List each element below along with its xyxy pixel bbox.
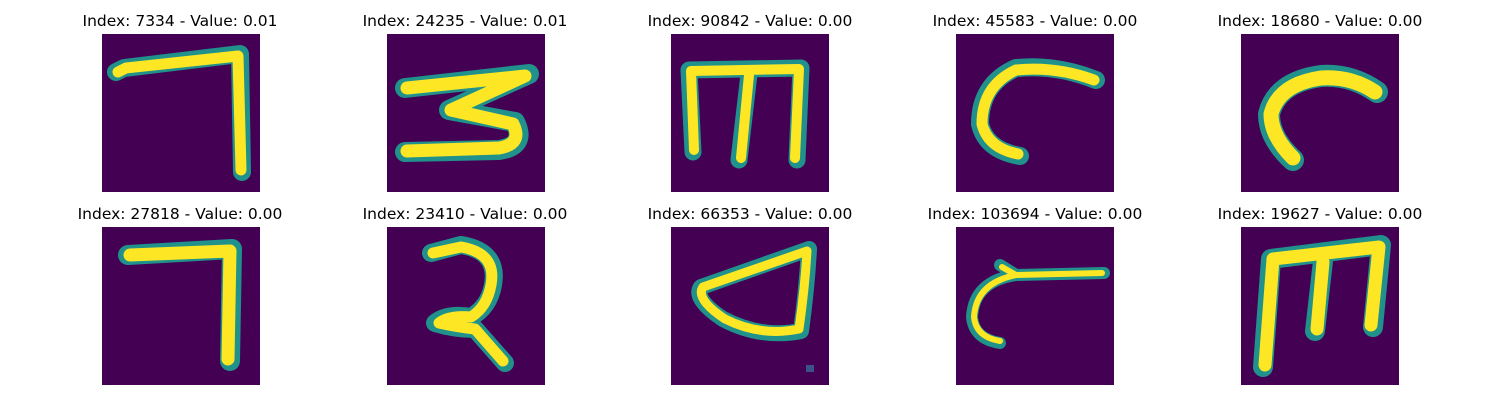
digit-image-8	[671, 227, 829, 385]
glyph-seven	[102, 34, 260, 192]
glyph-c-tail	[956, 227, 1114, 385]
pixel-dot	[806, 365, 814, 372]
glyph-two	[387, 227, 545, 385]
panel-title-4: Index: 45583 - Value: 0.00	[932, 12, 1138, 30]
glyph-seven-b	[102, 227, 260, 385]
panel-title-5: Index: 18680 - Value: 0.00	[1217, 12, 1423, 30]
digit-image-3	[671, 34, 829, 192]
digit-image-4	[956, 34, 1114, 192]
digit-image-6	[102, 227, 260, 385]
digit-image-7	[387, 227, 545, 385]
panel-title-3: Index: 90842 - Value: 0.00	[647, 12, 853, 30]
glyph-m-bold	[1241, 227, 1399, 385]
glyph-m	[671, 34, 829, 192]
digit-image-9	[956, 227, 1114, 385]
panel-title-10: Index: 19627 - Value: 0.00	[1217, 205, 1423, 223]
panel-title-8: Index: 66353 - Value: 0.00	[647, 205, 853, 223]
panel-title-6: Index: 27818 - Value: 0.00	[77, 205, 283, 223]
digit-image-1	[102, 34, 260, 192]
panel-title-7: Index: 23410 - Value: 0.00	[362, 205, 568, 223]
glyph-c-open	[956, 34, 1114, 192]
panel-title-1: Index: 7334 - Value: 0.01	[82, 12, 278, 30]
digit-image-2	[387, 34, 545, 192]
glyph-d	[671, 227, 829, 385]
panel-title-2: Index: 24235 - Value: 0.01	[362, 12, 568, 30]
glyph-three	[387, 34, 545, 192]
digit-image-5	[1241, 34, 1399, 192]
panel-title-9: Index: 103694 - Value: 0.00	[927, 205, 1143, 223]
glyph-c-hook	[1241, 34, 1399, 192]
digit-image-10	[1241, 227, 1399, 385]
